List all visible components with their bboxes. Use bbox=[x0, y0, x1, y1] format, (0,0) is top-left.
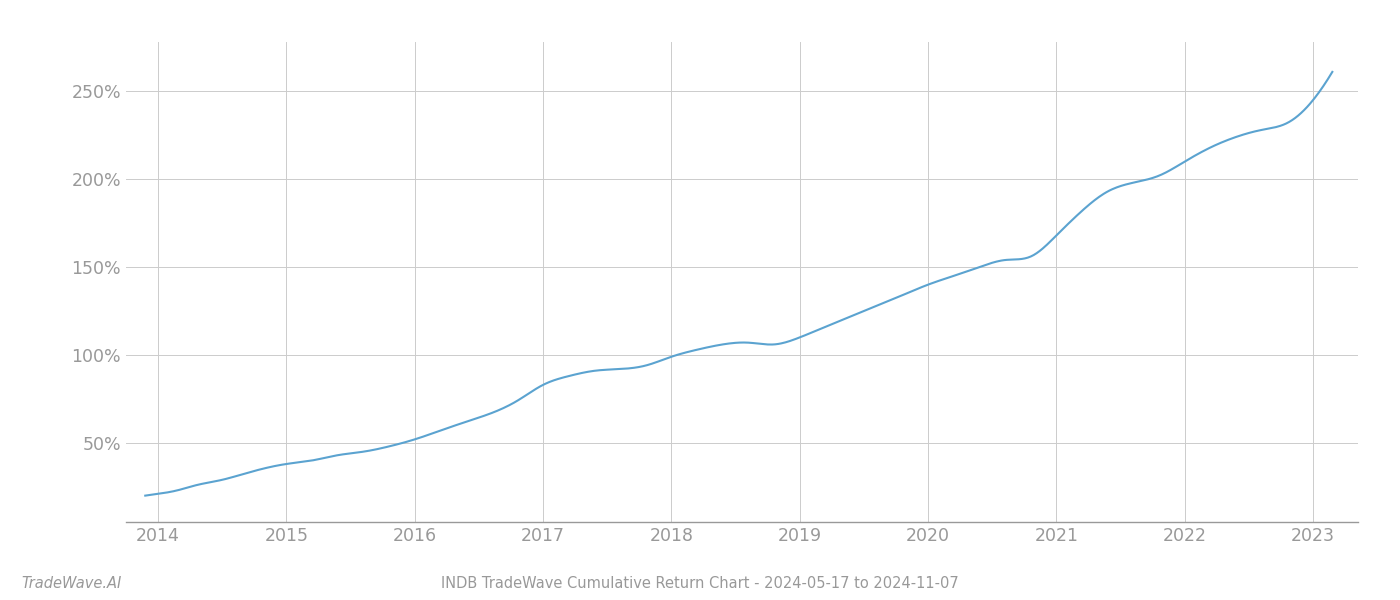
Text: INDB TradeWave Cumulative Return Chart - 2024-05-17 to 2024-11-07: INDB TradeWave Cumulative Return Chart -… bbox=[441, 576, 959, 591]
Text: TradeWave.AI: TradeWave.AI bbox=[21, 576, 122, 591]
